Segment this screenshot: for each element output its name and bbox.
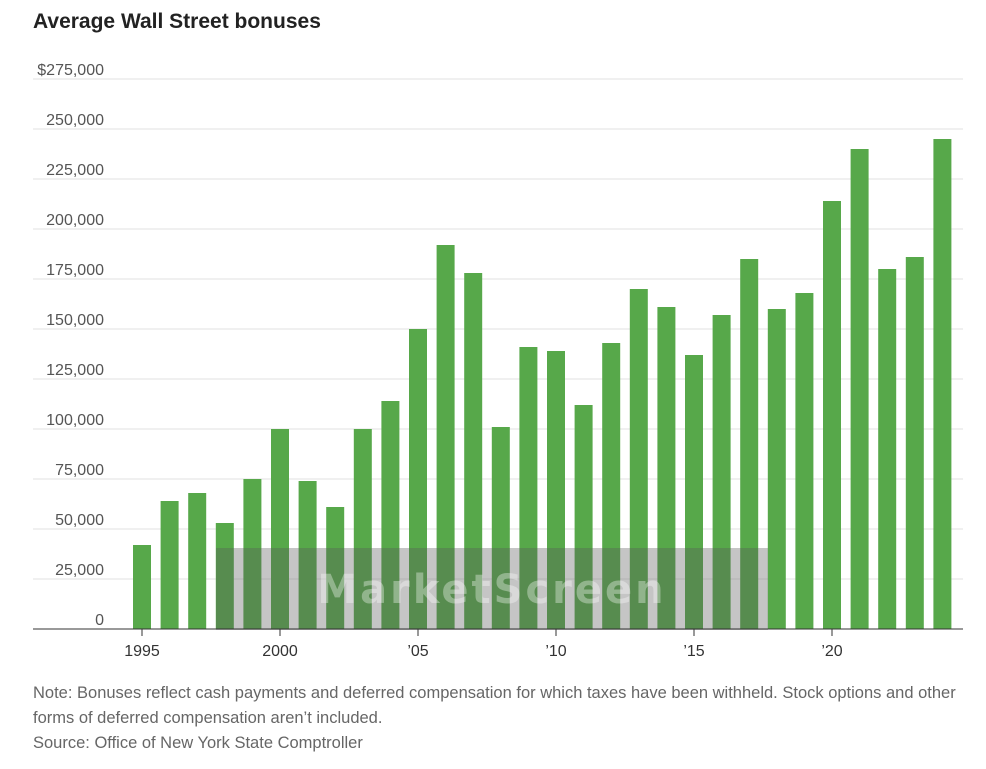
- watermark-box: [216, 548, 768, 630]
- bar-chart: 0 25,000 50,000 75,000 100,000 125,000 150,000…: [33, 62, 963, 660]
- bar-2011: [574, 405, 593, 629]
- bar-2006: [436, 245, 455, 629]
- bar-1997: [188, 493, 207, 629]
- y-tick-label: 100,000: [46, 412, 104, 429]
- y-tick-label: 0: [95, 612, 104, 629]
- bar-2012: [602, 343, 621, 629]
- bar-2003: [353, 429, 372, 629]
- y-axis-ticks: 0 25,000 50,000 75,000 100,000 125,000 150,000…: [37, 62, 104, 629]
- bar-2018: [767, 309, 786, 629]
- y-tick-label: 225,000: [46, 162, 104, 179]
- y-tick-label: 150,000: [46, 312, 104, 329]
- y-tick-label: 75,000: [55, 462, 104, 479]
- x-tick-label: 2000: [262, 643, 298, 660]
- bar-2002: [326, 507, 345, 629]
- bar-2016: [712, 315, 731, 629]
- y-tick-label: 25,000: [55, 562, 104, 579]
- y-tick-label: 50,000: [55, 512, 104, 529]
- y-tick-label: 125,000: [46, 362, 104, 379]
- watermark: MarketScreen: [216, 548, 768, 630]
- bar-2022: [878, 269, 897, 629]
- bars: [133, 139, 952, 629]
- bar-1998: [215, 523, 234, 629]
- bar-2021: [850, 149, 869, 629]
- bar-2014: [657, 307, 676, 629]
- x-axis-ticks: 1995 2000 ’05 ’10 ’15 ’20: [124, 629, 843, 660]
- bar-1999: [243, 479, 262, 629]
- bar-2023: [905, 257, 924, 629]
- bar-1995: [133, 545, 151, 629]
- y-tick-label: 250,000: [46, 112, 104, 129]
- watermark-text: MarketScreen: [317, 567, 666, 613]
- chart-source: Source: Office of New York State Comptro…: [33, 734, 363, 752]
- bar-2015: [685, 355, 703, 629]
- bar-2004: [381, 401, 400, 629]
- bar-2024: [933, 139, 952, 629]
- x-tick-label: 1995: [124, 643, 160, 660]
- chart-title: Average Wall Street bonuses: [33, 10, 321, 33]
- bar-2000: [271, 429, 289, 629]
- x-tick-label: ’05: [407, 643, 428, 660]
- x-tick-label: ’10: [545, 643, 566, 660]
- y-tick-label: $275,000: [37, 62, 104, 79]
- y-tick-label: 200,000: [46, 212, 104, 229]
- bar-2008: [491, 427, 510, 629]
- x-tick-label: ’15: [683, 643, 704, 660]
- bar-2010: [547, 351, 565, 629]
- bar-1996: [160, 501, 179, 629]
- bar-2020: [823, 201, 841, 629]
- bar-2009: [519, 347, 538, 629]
- bar-2013: [629, 289, 648, 629]
- x-tick-label: ’20: [821, 643, 842, 660]
- y-tick-label: 175,000: [46, 262, 104, 279]
- bar-2019: [795, 293, 814, 629]
- bar-2005: [409, 329, 427, 629]
- bar-2017: [740, 259, 759, 629]
- bar-2007: [464, 273, 483, 629]
- bar-2001: [298, 481, 317, 629]
- chart-note: Note: Bonuses reflect cash payments and …: [33, 684, 956, 727]
- chart-footer: Note: Bonuses reflect cash payments and …: [33, 681, 963, 756]
